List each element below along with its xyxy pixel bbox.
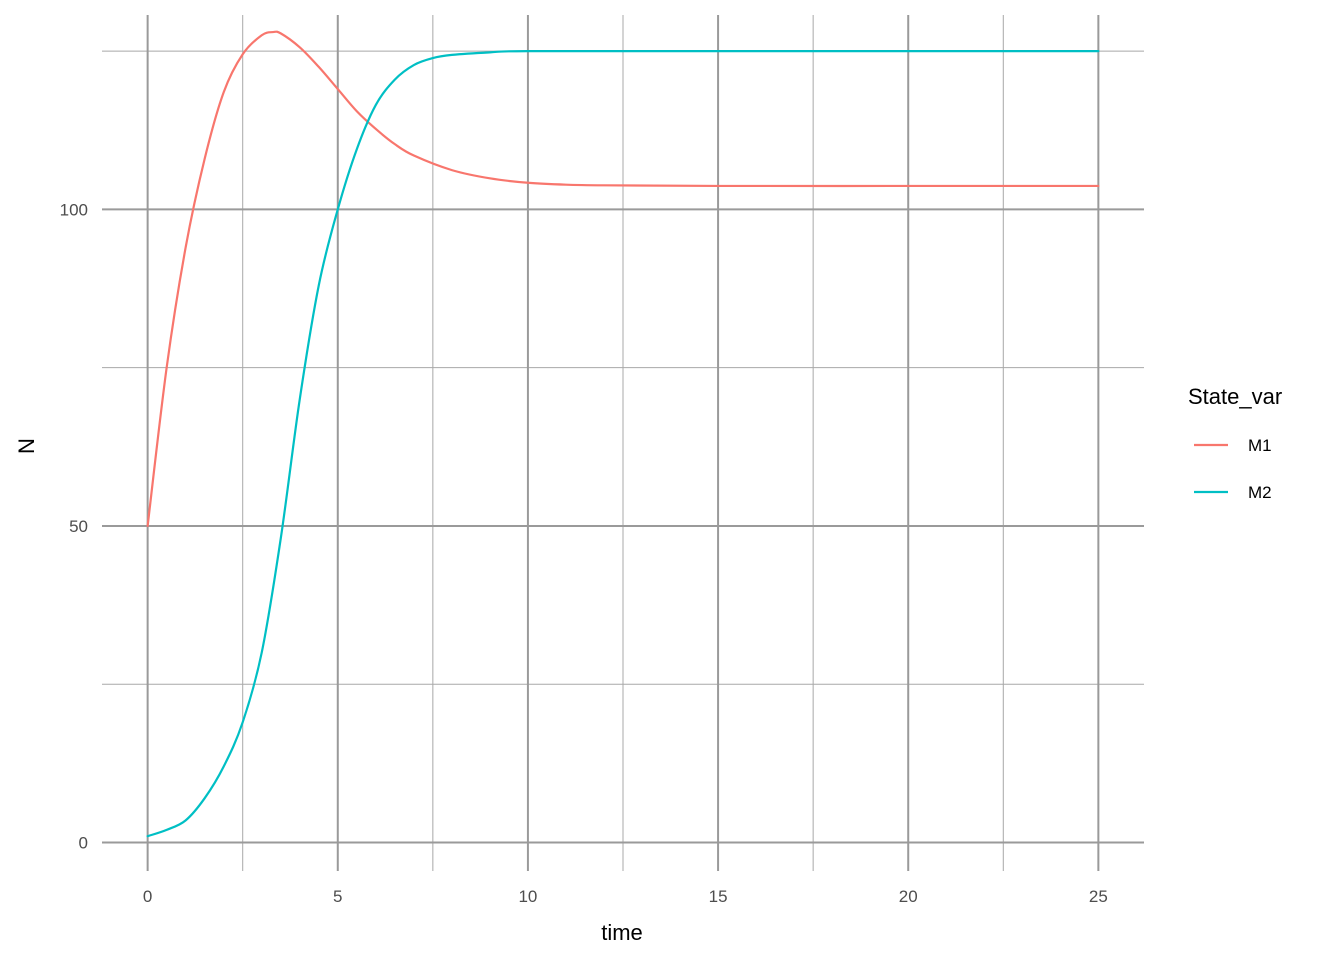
y-tick-label: 100	[60, 200, 88, 219]
series-line-m2	[146, 49, 1100, 838]
x-tick-label: 25	[1089, 887, 1108, 906]
series-line-m1	[146, 30, 1100, 528]
legend-label-m2: M2	[1248, 483, 1272, 502]
x-tick-label: 20	[899, 887, 918, 906]
legend: State_var M1 M2	[1188, 384, 1282, 502]
grid	[102, 15, 1144, 871]
x-tick-label: 0	[143, 887, 152, 906]
x-tick-label: 5	[333, 887, 342, 906]
y-axis-title: N	[14, 438, 39, 454]
legend-label-m1: M1	[1248, 436, 1272, 455]
y-tick-label: 50	[69, 517, 88, 536]
x-tick-label: 15	[709, 887, 728, 906]
y-tick-label: 0	[79, 834, 88, 853]
x-axis-title: time	[601, 920, 643, 945]
series-layer	[146, 30, 1100, 838]
legend-items: M1 M2	[1194, 436, 1272, 502]
x-tick-label: 10	[518, 887, 537, 906]
tick-labels: 0 5 10 15 20 25 0 50 100	[60, 200, 1108, 906]
legend-title: State_var	[1188, 384, 1282, 409]
